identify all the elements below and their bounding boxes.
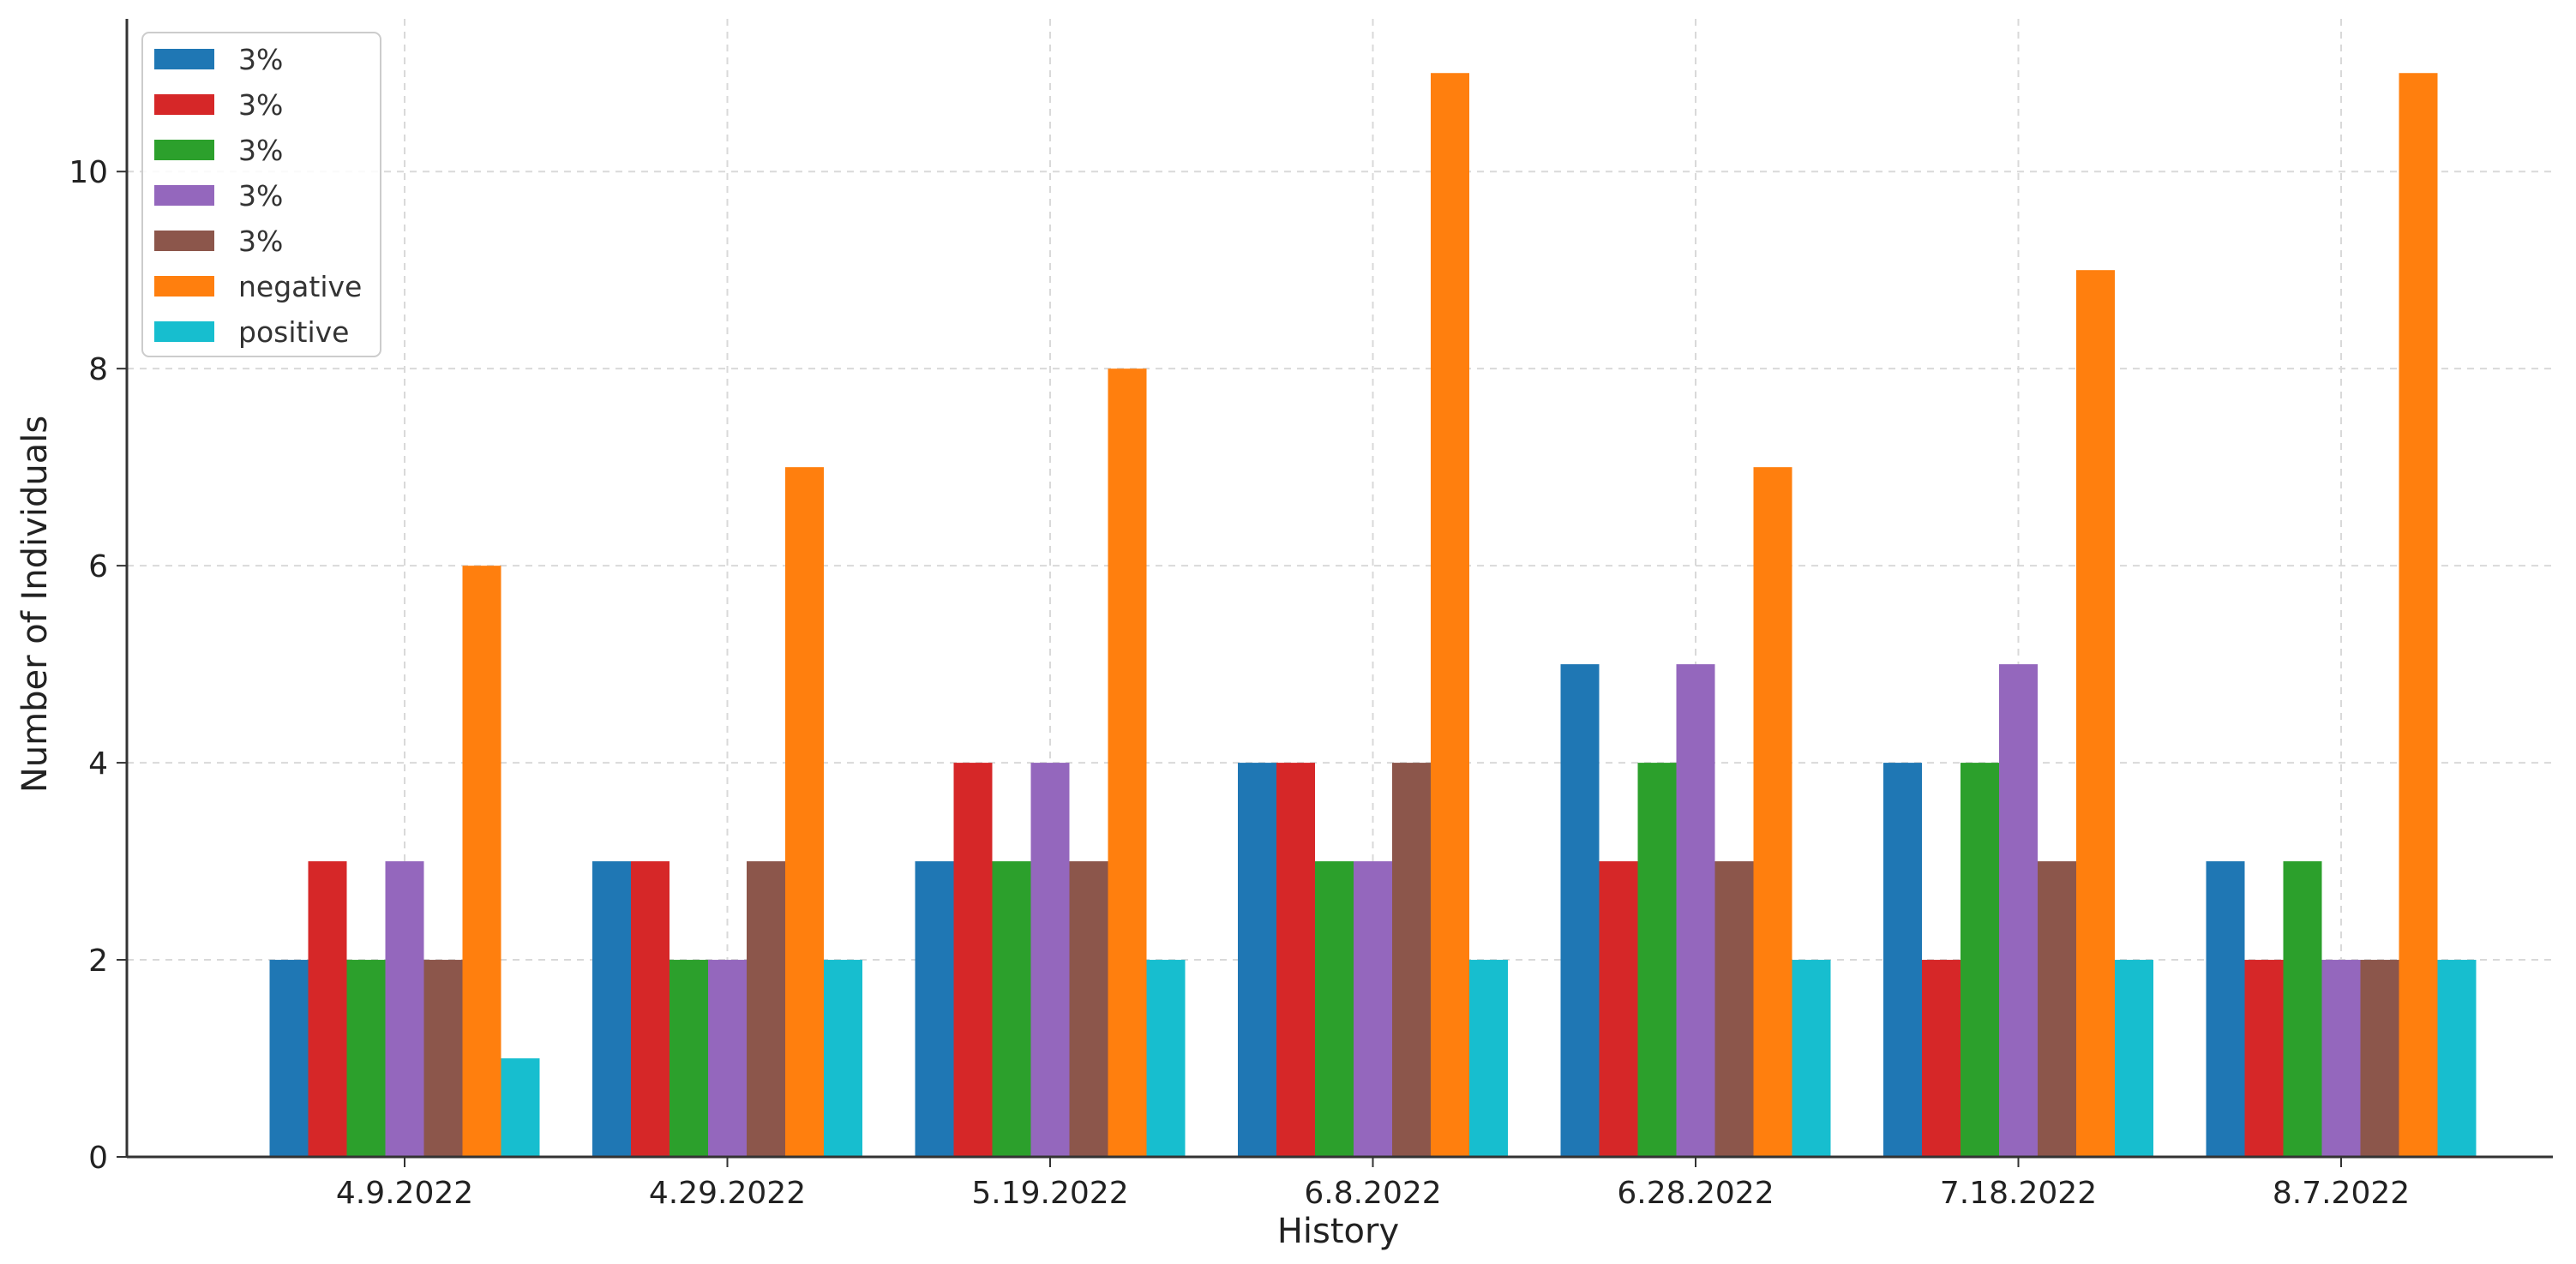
bar-positive-4.29.2022 <box>824 960 862 1157</box>
y-tick-labels: 0 2 4 6 8 10 <box>69 155 108 1176</box>
bar-positive-6.28.2022 <box>1792 960 1831 1157</box>
legend: 3% 3% 3% 3% 3% negative positive <box>141 32 381 357</box>
bar-negative-7.18.2022 <box>2076 270 2115 1157</box>
bar-3pct-8.7.2022 <box>2244 960 2284 1157</box>
bar-positive-5.19.2022 <box>1146 960 1186 1157</box>
bar-negative-6.8.2022 <box>1431 73 1469 1158</box>
bar-3pct-8.7.2022 <box>2360 960 2399 1157</box>
y-tick-label: 6 <box>88 549 108 584</box>
y-tick-label: 8 <box>88 352 108 387</box>
legend-swatch <box>154 321 214 342</box>
legend-label: 3% <box>238 225 283 258</box>
bar-3pct-7.18.2022 <box>1961 763 1999 1157</box>
bar-positive-8.7.2022 <box>2437 960 2477 1157</box>
x-axis-label: History <box>1277 1212 1399 1251</box>
legend-swatch <box>154 94 214 115</box>
bar-3pct-4.29.2022 <box>670 960 708 1157</box>
legend-swatch <box>154 231 214 251</box>
bar-3pct-4.9.2022 <box>308 861 347 1157</box>
bar-3pct-7.18.2022 <box>1999 664 2038 1157</box>
bar-3pct-5.19.2022 <box>1030 763 1070 1157</box>
bar-positive-7.18.2022 <box>2115 960 2153 1157</box>
bar-3pct-5.19.2022 <box>992 861 1031 1157</box>
bar-3pct-5.19.2022 <box>1069 861 1108 1157</box>
bar-3pct-7.18.2022 <box>2038 861 2076 1157</box>
grid-lines <box>127 19 2553 1157</box>
bar-3pct-6.8.2022 <box>1238 763 1276 1157</box>
bar-3pct-5.19.2022 <box>953 763 993 1157</box>
bar-3pct-4.29.2022 <box>708 960 747 1157</box>
bar-3pct-8.7.2022 <box>2321 960 2361 1157</box>
bar-negative-4.29.2022 <box>785 467 824 1157</box>
bar-negative-8.7.2022 <box>2399 73 2438 1158</box>
bar-negative-4.9.2022 <box>462 566 501 1157</box>
bar-3pct-6.8.2022 <box>1276 763 1315 1157</box>
bar-3pct-5.19.2022 <box>915 861 954 1157</box>
bar-3pct-7.18.2022 <box>1922 960 1961 1157</box>
bar-3pct-4.9.2022 <box>269 960 309 1157</box>
bar-3pct-6.28.2022 <box>1714 861 1754 1157</box>
legend-swatch <box>154 140 214 160</box>
axes <box>117 19 2553 1167</box>
bar-3pct-6.28.2022 <box>1560 664 1600 1157</box>
bar-3pct-6.8.2022 <box>1392 763 1431 1157</box>
bar-3pct-4.29.2022 <box>747 861 785 1157</box>
bar-3pct-6.28.2022 <box>1637 763 1677 1157</box>
legend-label: 3% <box>238 134 283 167</box>
legend-swatch <box>154 49 214 69</box>
bar-negative-5.19.2022 <box>1108 368 1147 1157</box>
x-tick-label: 4.9.2022 <box>336 1176 473 1211</box>
bar-3pct-4.9.2022 <box>385 861 424 1157</box>
x-tick-label: 8.7.2022 <box>2273 1176 2410 1211</box>
bar-3pct-4.9.2022 <box>346 960 386 1157</box>
bars-layer <box>269 73 2477 1158</box>
y-tick-label: 2 <box>88 944 108 979</box>
legend-label: negative <box>238 270 362 303</box>
y-axis-label: Number of Individuals <box>15 416 55 793</box>
bar-3pct-4.29.2022 <box>631 861 670 1157</box>
bar-positive-4.9.2022 <box>501 1058 540 1157</box>
legend-swatch <box>154 276 214 297</box>
bar-negative-6.28.2022 <box>1753 467 1792 1157</box>
bar-3pct-6.8.2022 <box>1315 861 1354 1157</box>
bar-positive-6.8.2022 <box>1469 960 1508 1157</box>
x-tick-labels: 4.9.2022 4.29.2022 5.19.2022 6.8.2022 6.28.2… <box>336 1176 2410 1211</box>
bar-3pct-6.8.2022 <box>1354 861 1392 1157</box>
y-tick-label: 0 <box>88 1141 108 1176</box>
legend-label: 3% <box>238 88 283 122</box>
x-tick-label: 7.18.2022 <box>1940 1176 2097 1211</box>
bar-3pct-6.28.2022 <box>1599 861 1638 1157</box>
legend-label: 3% <box>238 43 283 76</box>
legend-swatch <box>154 185 214 206</box>
bar-3pct-8.7.2022 <box>2283 861 2322 1157</box>
x-tick-label: 6.8.2022 <box>1304 1176 1441 1211</box>
bar-3pct-6.28.2022 <box>1676 664 1715 1157</box>
legend-label: 3% <box>238 179 283 213</box>
bar-3pct-8.7.2022 <box>2206 861 2245 1157</box>
x-tick-label: 5.19.2022 <box>971 1176 1128 1211</box>
x-tick-label: 4.29.2022 <box>649 1176 806 1211</box>
bar-3pct-4.9.2022 <box>423 960 463 1157</box>
x-tick-label: 6.28.2022 <box>1617 1176 1774 1211</box>
bar-3pct-4.29.2022 <box>592 861 631 1157</box>
y-tick-label: 10 <box>69 155 108 190</box>
y-tick-label: 4 <box>88 746 108 782</box>
legend-label: positive <box>238 315 349 349</box>
bar-3pct-7.18.2022 <box>1883 763 1922 1157</box>
